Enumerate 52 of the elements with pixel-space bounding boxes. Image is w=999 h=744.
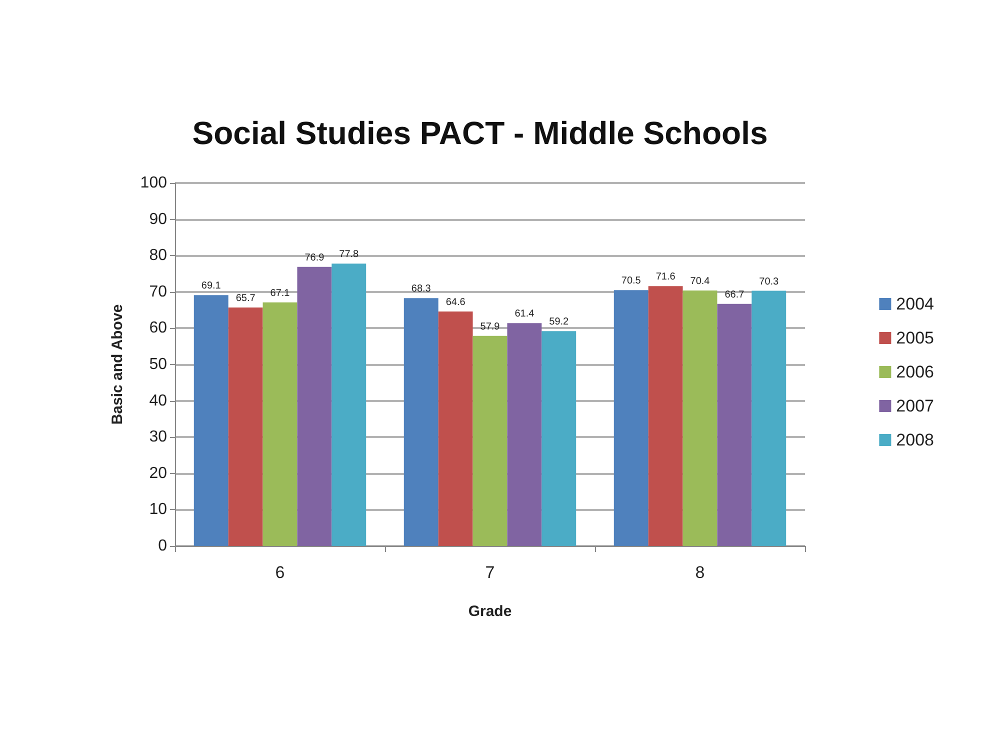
data-label: 67.1 — [270, 288, 290, 299]
y-tick-label: 30 — [149, 428, 168, 446]
data-label: 70.3 — [759, 276, 780, 288]
bar — [614, 290, 648, 546]
y-tick-label: 100 — [140, 174, 168, 192]
data-label: 76.9 — [304, 252, 325, 264]
data-label: 65.7 — [236, 293, 256, 304]
data-label: 77.8 — [339, 249, 360, 260]
y-tick-label: 40 — [149, 392, 168, 410]
y-tick-label: 60 — [149, 320, 168, 337]
data-label: 69.1 — [201, 280, 222, 292]
data-label: 57.9 — [480, 321, 500, 332]
bar — [507, 323, 542, 546]
data-label: 70.4 — [690, 276, 710, 287]
x-tick-label: 6 — [275, 563, 285, 582]
y-tick-label: 0 — [158, 538, 168, 554]
bar — [648, 286, 683, 546]
y-tick-label: 90 — [149, 210, 168, 228]
legend-label: 2006 — [896, 362, 934, 382]
bar — [542, 331, 576, 546]
bar — [472, 336, 508, 546]
legend-label: 2007 — [896, 396, 934, 416]
bar — [404, 298, 438, 546]
bar — [752, 290, 786, 546]
x-tick-label: 8 — [695, 563, 705, 582]
data-label: 66.7 — [724, 289, 745, 300]
bar — [332, 264, 366, 546]
y-axis-title: Basic and Above — [109, 304, 126, 425]
bar — [262, 302, 298, 546]
y-tick-label: 80 — [149, 247, 168, 264]
data-label: 71.6 — [656, 272, 676, 283]
x-tick-label: 7 — [485, 563, 495, 582]
chart-title: Social Studies PACT - Middle Schools — [192, 115, 768, 151]
y-tick-label: 70 — [149, 283, 168, 300]
legend-label: 2004 — [896, 294, 934, 314]
data-label: 64.6 — [446, 297, 466, 308]
data-label: 61.4 — [514, 308, 535, 320]
y-tick-label: 10 — [149, 501, 168, 518]
legend-label: 2005 — [896, 328, 934, 348]
bar — [194, 295, 228, 546]
bar — [228, 308, 263, 546]
bar — [717, 304, 752, 546]
data-label: 70.5 — [621, 276, 642, 287]
data-label: 68.3 — [411, 284, 432, 295]
y-tick-label: 50 — [149, 356, 168, 373]
bar — [438, 312, 473, 546]
legend-label: 2008 — [896, 430, 934, 450]
x-axis-title: Grade — [468, 603, 512, 620]
data-label: 59.2 — [549, 316, 570, 328]
bar — [682, 290, 718, 546]
bar — [297, 266, 332, 546]
y-tick-label: 20 — [149, 464, 168, 482]
